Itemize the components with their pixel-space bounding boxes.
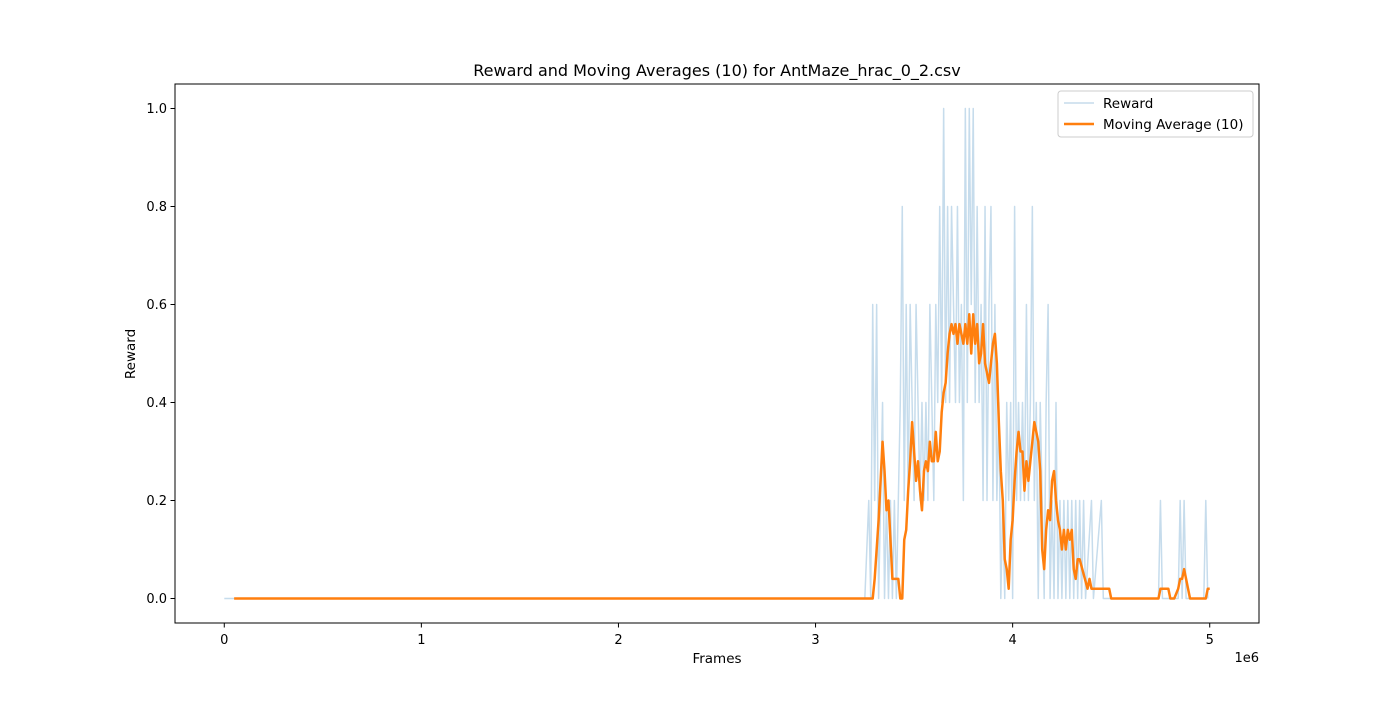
series-line-reward bbox=[224, 107, 1209, 600]
y-axis: 0.0 0.2 0.4 0.6 0.8 1.0 bbox=[146, 102, 175, 607]
y-tick-label: 0.8 bbox=[146, 200, 167, 215]
y-tick-label: 0.4 bbox=[146, 396, 167, 411]
x-tick-label: 2 bbox=[614, 633, 622, 648]
series-layer bbox=[224, 107, 1210, 600]
y-tick-label: 0.2 bbox=[146, 494, 167, 509]
x-tick-label: 3 bbox=[811, 633, 819, 648]
x-tick-label: 1 bbox=[417, 633, 425, 648]
y-tick-label: 0.0 bbox=[146, 592, 167, 607]
x-tick-label: 0 bbox=[220, 633, 228, 648]
x-axis: 0 1 2 3 4 5 bbox=[220, 623, 1214, 648]
plot-area bbox=[174, 83, 1260, 624]
y-tick-label: 0.6 bbox=[146, 298, 167, 313]
x-axis-offset-text: 1e6 bbox=[1234, 651, 1259, 666]
chart-title: Reward and Moving Averages (10) for AntM… bbox=[473, 61, 960, 81]
legend: Reward Moving Average (10) bbox=[1057, 90, 1254, 138]
legend-box bbox=[1057, 90, 1254, 138]
y-tick-label: 1.0 bbox=[146, 102, 167, 117]
y-axis-label: Reward bbox=[123, 329, 139, 379]
series-line-moving-average bbox=[234, 313, 1210, 600]
x-tick-label: 4 bbox=[1008, 633, 1016, 648]
x-tick-label: 5 bbox=[1206, 633, 1214, 648]
x-axis-label: Frames bbox=[692, 651, 741, 667]
legend-label-reward: Reward bbox=[1103, 96, 1153, 112]
plot-background bbox=[175, 84, 1259, 623]
plot-border bbox=[174, 83, 1260, 624]
legend-label-moving-average: Moving Average (10) bbox=[1103, 117, 1244, 133]
